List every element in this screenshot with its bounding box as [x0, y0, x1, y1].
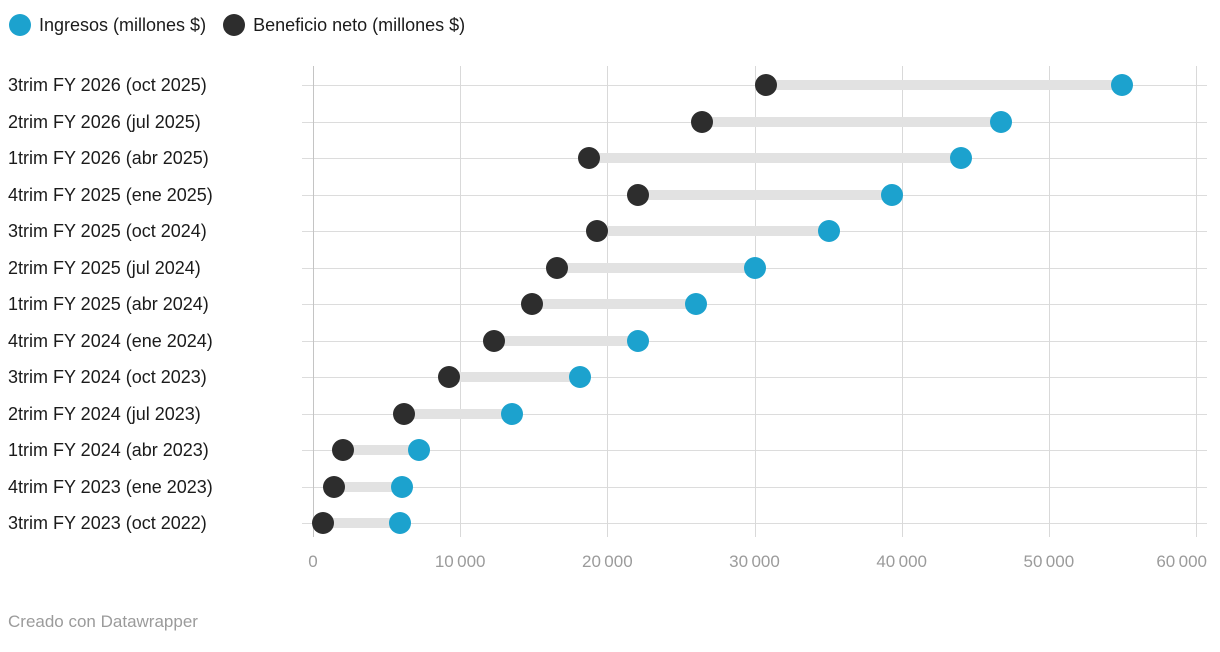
category-label: 1trim FY 2026 (abr 2025): [8, 148, 209, 168]
category-label: 2trim FY 2025 (jul 2024): [8, 257, 201, 278]
category-label: 3trim FY 2024 (oct 2023): [8, 367, 207, 387]
net-income-dot: [546, 256, 569, 279]
connector-bar: [333, 481, 403, 492]
revenue-dot: [1111, 74, 1134, 96]
revenue-dot: [685, 293, 708, 315]
legend-item-beneficio: Beneficio neto (millones $): [223, 14, 465, 36]
connector-bar: [531, 299, 697, 309]
net-income-dot: [578, 147, 601, 169]
connector-bar: [765, 80, 1123, 90]
category-label: 4trim FY 2025 (ene 2025): [8, 184, 213, 205]
net-income-dot: [312, 512, 334, 534]
net-income-dot: [322, 475, 345, 498]
net-income-dot: [332, 439, 355, 461]
x-axis-tick-label: 60 000: [1156, 552, 1207, 571]
revenue-dot: [568, 366, 591, 388]
revenue-dot: [391, 475, 414, 498]
x-axis-tick-label: 20 000: [581, 552, 633, 571]
attribution-link[interactable]: Creado con Datawrapper: [8, 612, 198, 631]
grid-vline: [313, 66, 314, 537]
net-income-dot: [627, 183, 650, 206]
category-label: 2trim FY 2026 (jul 2025): [8, 111, 201, 132]
net-income-dot: [482, 329, 505, 352]
x-axis-tick-label: 0: [308, 552, 318, 571]
grid-vline: [1196, 66, 1197, 537]
revenue-dot: [989, 110, 1012, 133]
revenue-dot: [389, 512, 412, 534]
category-label: 1trim FY 2024 (abr 2023): [8, 440, 209, 460]
x-axis-tick-label: 10 000: [434, 552, 486, 571]
revenue-dot: [744, 256, 767, 279]
net-income-dot: [438, 366, 461, 388]
connector-bar: [701, 116, 1001, 127]
grid-vline: [460, 66, 462, 537]
net-income-dot: [586, 220, 609, 242]
connector-bar: [493, 335, 639, 346]
plot-area: 0 10 000 20 000 30 000 40 000 50 000 60 000 3tr…: [8, 66, 1207, 571]
x-axis-tick-label: 30 000: [729, 552, 780, 571]
revenue-dot: [407, 439, 430, 461]
net-income-dot: [393, 402, 416, 425]
grid-vline: [754, 66, 756, 537]
legend-label-ingresos: Ingresos (millones $): [39, 14, 207, 35]
category-label: 4trim FY 2024 (ene 2024): [8, 330, 213, 351]
revenue-dot: [818, 220, 841, 242]
revenue-dot: [500, 402, 523, 425]
category-label: 3trim FY 2025 (oct 2024): [8, 221, 207, 241]
net-income-dot: [690, 110, 713, 133]
net-income-dot: [754, 74, 777, 96]
category-label: 3trim FY 2023 (oct 2022): [8, 513, 207, 533]
grid-vline: [1048, 66, 1050, 537]
legend-item-ingresos: Ingresos (millones $): [9, 14, 206, 36]
connector-bar: [449, 372, 580, 382]
grid-vline: [901, 66, 903, 537]
category-label: 2trim FY 2024 (jul 2023): [8, 403, 201, 424]
connector-bar: [638, 189, 892, 200]
beneficio-dot-icon: [223, 14, 246, 36]
category-label: 4trim FY 2023 (ene 2023): [8, 476, 213, 497]
x-axis-tick-label: 50 000: [1023, 552, 1075, 571]
connector-bar: [557, 262, 756, 273]
net-income-dot: [520, 293, 543, 315]
category-label: 1trim FY 2025 (abr 2024): [8, 294, 209, 314]
ingresos-dot-icon: [9, 14, 31, 36]
revenue-dot: [950, 147, 973, 169]
category-label: 3trim FY 2026 (oct 2025): [8, 75, 207, 95]
connector-bar: [343, 445, 419, 455]
legend-label-beneficio: Beneficio neto (millones $): [253, 14, 466, 35]
revenue-dot: [880, 183, 903, 206]
x-axis-tick-label: 40 000: [876, 552, 927, 571]
revenue-dot: [627, 329, 650, 352]
connector-bar: [404, 408, 512, 419]
connector-bar: [589, 153, 962, 163]
connector-bar: [597, 226, 830, 236]
legend: Ingresos (millones $) Beneficio neto (mi…: [9, 14, 465, 36]
connector-bar: [323, 518, 401, 528]
